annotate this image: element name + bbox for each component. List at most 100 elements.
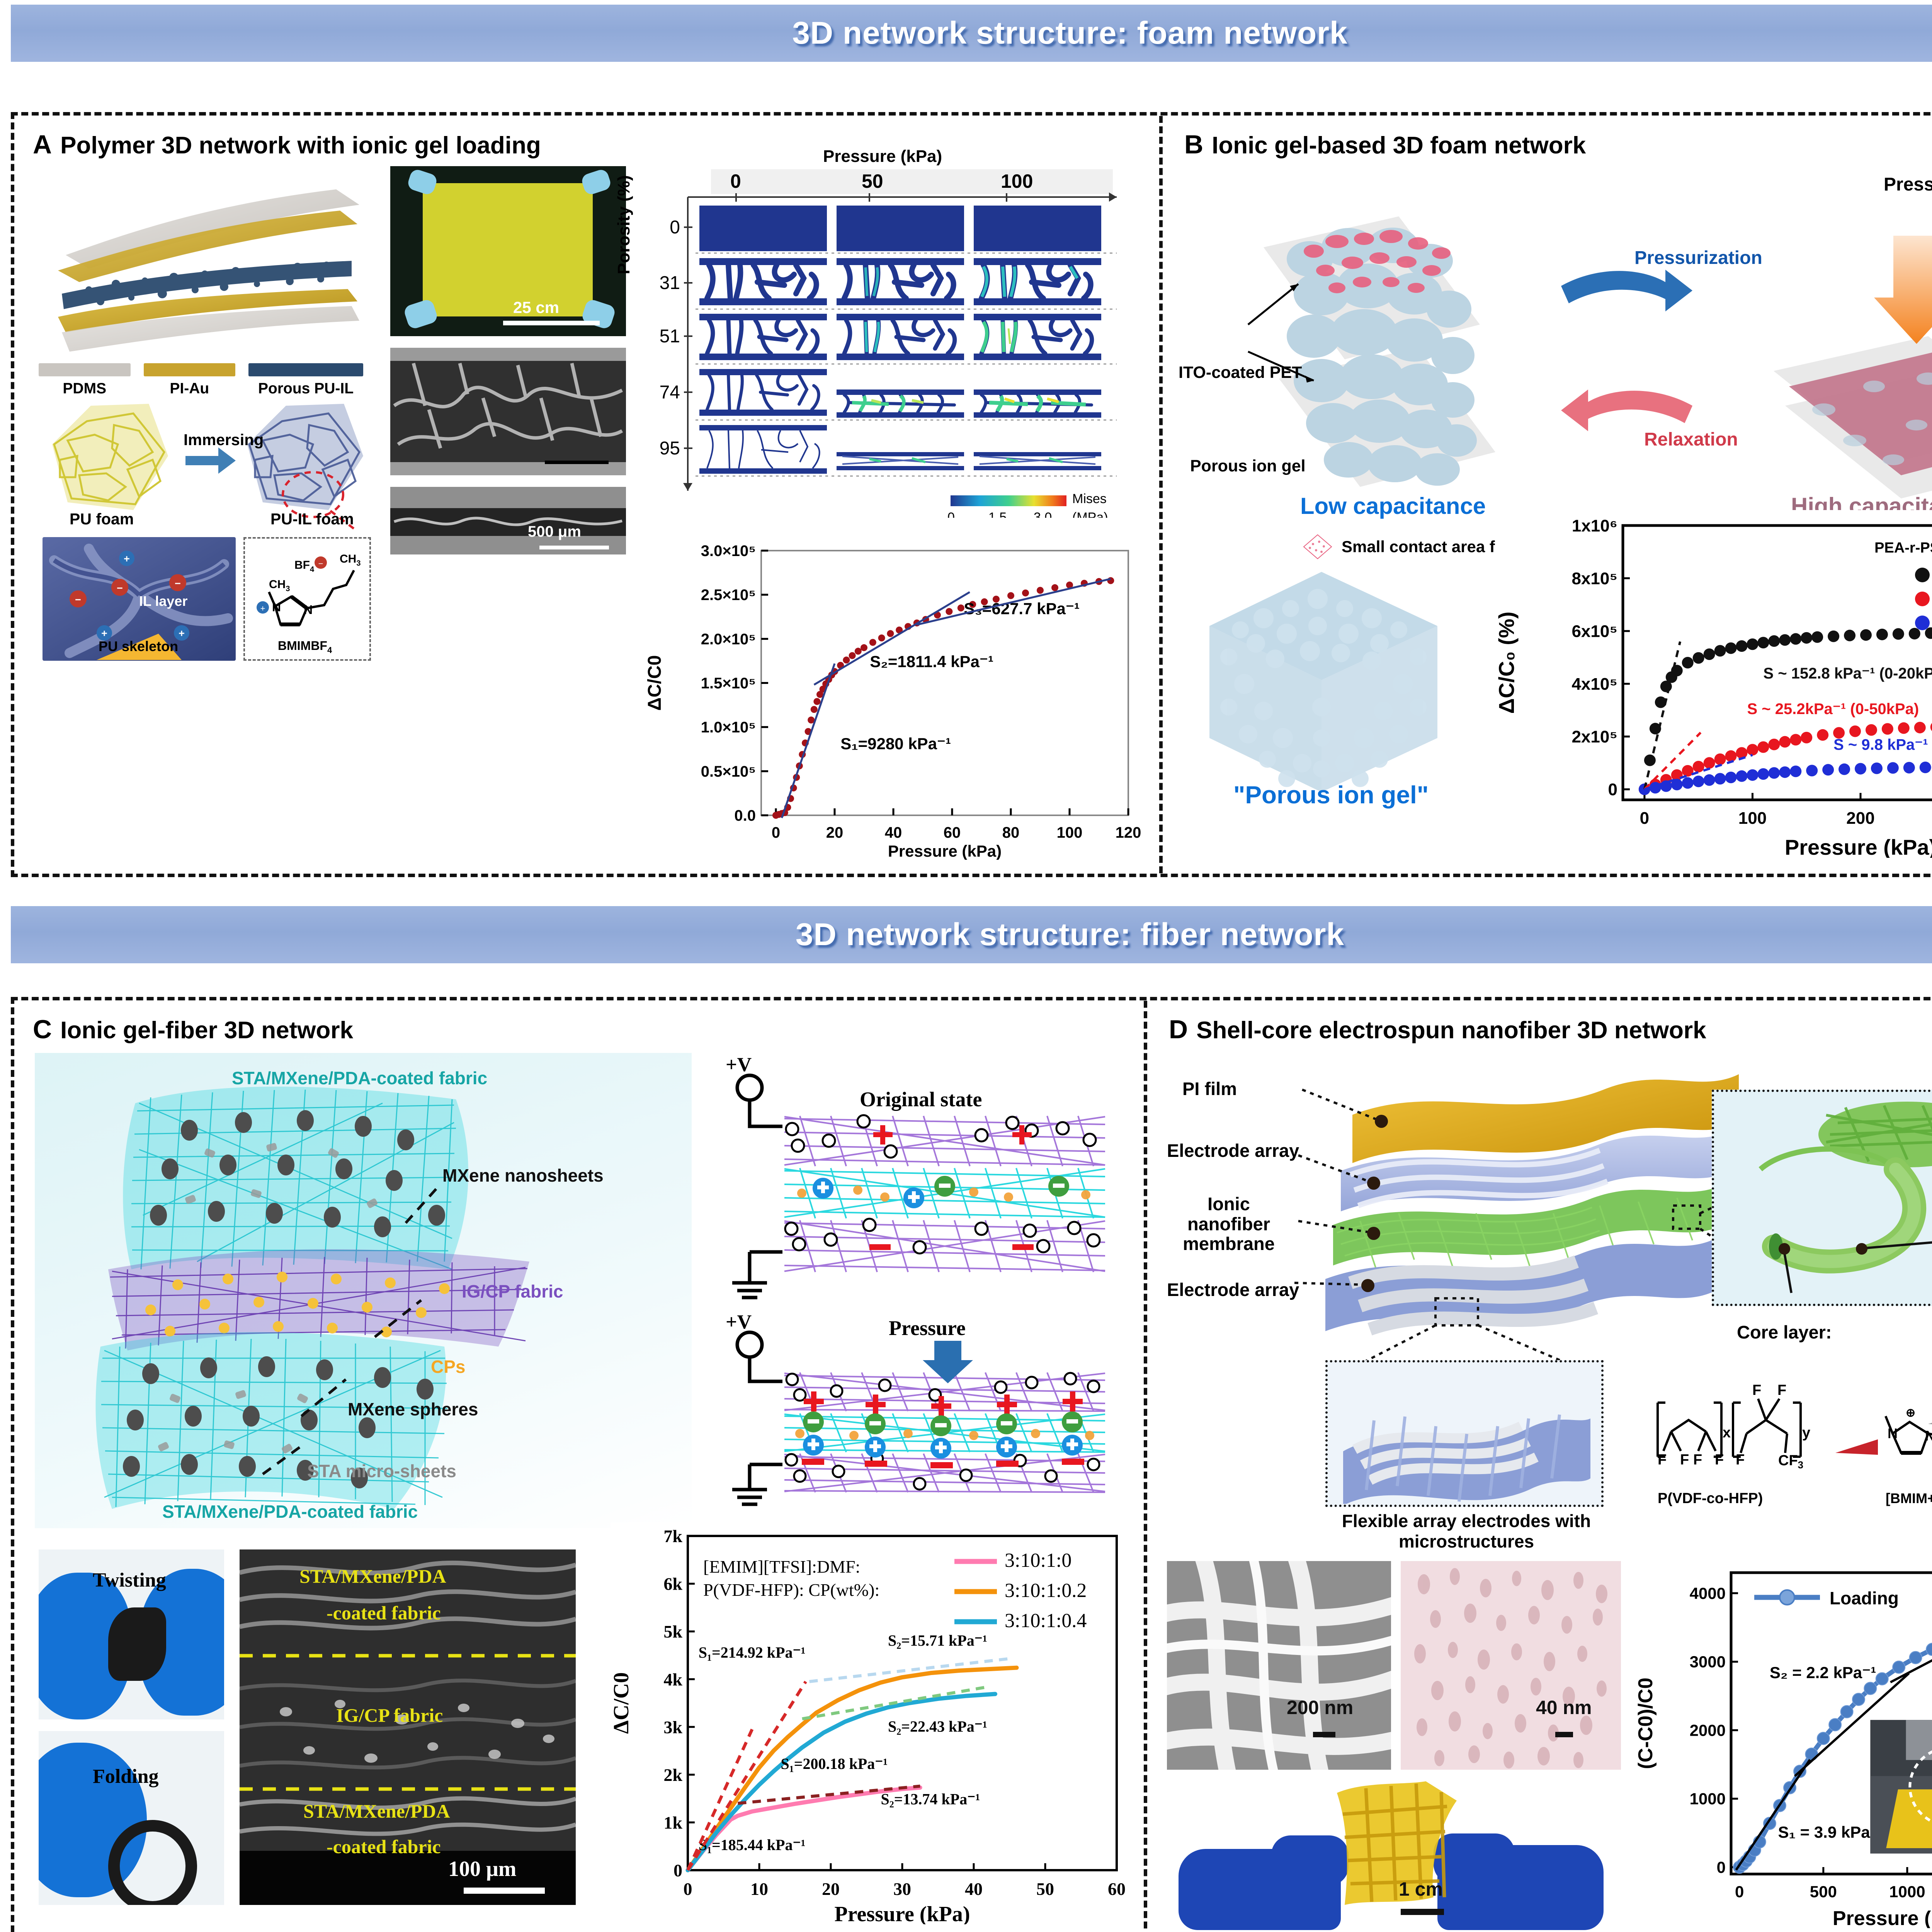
svg-text:2k: 2k: [663, 1765, 682, 1785]
svg-text:95: 95: [660, 438, 680, 459]
panel-d-array-inset: [1325, 1360, 1604, 1507]
svg-text:0: 0: [1735, 1883, 1744, 1901]
flexible-sensor-sheet: [1337, 1781, 1457, 1905]
svg-text:F: F: [1752, 1382, 1761, 1398]
electrode-array-bottom-label: Electrode array: [1167, 1279, 1299, 1300]
panel-c: C Ionic gel-fiber 3D network: [23, 1009, 1136, 1932]
sem-fiber-graphic: [1167, 1561, 1391, 1770]
svg-text:3:10:1:0.2: 3:10:1:0.2: [1005, 1580, 1087, 1602]
svg-text:0: 0: [1640, 809, 1649, 828]
svg-text:+: +: [101, 628, 107, 639]
svg-text:−: −: [318, 559, 323, 568]
svg-text:30: 30: [893, 1879, 911, 1899]
panel-d-sem-fiber: 200 nm: [1167, 1561, 1391, 1770]
photo-d-scalebar: [1401, 1909, 1444, 1915]
legend-label-piau: PI-Au: [170, 380, 209, 397]
svg-text:31: 31: [660, 273, 680, 293]
svg-text:x: x: [1723, 1425, 1731, 1441]
sim-x-tick-50: 50: [862, 170, 883, 192]
svg-text:+: +: [179, 628, 185, 639]
section1-divider: [1159, 116, 1163, 873]
pressure-state-stack: [782, 1341, 1107, 1493]
panel-d-device-stack: [1294, 1074, 1759, 1365]
sta-mxene-pda-top-label: STA/MXene/PDA-coated fabric: [232, 1068, 488, 1088]
porous-ion-gel-cube: [1209, 572, 1437, 792]
sem-fiber-scalebar-label: 200 nm: [1287, 1697, 1354, 1718]
svg-text:40: 40: [965, 1879, 983, 1899]
svg-text:−: −: [117, 582, 123, 594]
svg-text:3.0×10⁵: 3.0×10⁵: [701, 543, 756, 560]
svg-text:F: F: [1777, 1382, 1786, 1398]
panel-c-sem-graphic: [240, 1549, 576, 1905]
svg-text:S ~ 152.8 kPa⁻¹ (0-20kPa): S ~ 152.8 kPa⁻¹ (0-20kPa): [1763, 665, 1932, 682]
panel-c-heading: C Ionic gel-fiber 3D network: [33, 1014, 353, 1044]
svg-text:0: 0: [684, 1879, 692, 1899]
svg-text:⊕: ⊕: [1906, 1406, 1915, 1419]
array-inset-caption: Flexible array electrodes with microstru…: [1342, 1511, 1591, 1551]
sem-pore-scalebar: [1555, 1732, 1573, 1737]
panel-d-heading: D Shell-core electrospun nanofiber 3D net…: [1169, 1014, 1706, 1044]
sem-pore-graphic: [1401, 1561, 1621, 1770]
svg-text:Loading: Loading: [1830, 1588, 1899, 1608]
banner-fiber-title: 3D network structure: fiber network: [795, 917, 1345, 952]
small-edl-swatch: [1303, 534, 1332, 560]
svg-text:PEA-r-PS-r-PDVB : [EMI][TFSI]: PEA-r-PS-r-PDVB : [EMI][TFSI]: [1874, 540, 1932, 556]
sem-bottom-scalebar-label: 500 μm: [528, 523, 581, 540]
svg-text:N: N: [1888, 1425, 1898, 1441]
sta-micro-sheets-label: STA micro-sheets: [307, 1461, 456, 1481]
svg-text:CH3: CH3: [269, 578, 290, 593]
panel-d-photo-flexible: 1 cm: [1167, 1777, 1623, 1932]
relaxation-arrow: [1561, 389, 1692, 431]
panel-a-sem-bottom: 500 μm: [390, 487, 626, 554]
svg-text:40: 40: [885, 824, 902, 841]
svg-text:F: F: [1658, 1452, 1667, 1468]
panel-a-foam-conversion: [52, 404, 363, 529]
svg-text:4k: 4k: [663, 1670, 682, 1689]
sim-grid-graphic: 0 31 51 74 95: [660, 192, 1117, 518]
svg-text:S₁=9280 kPa⁻¹: S₁=9280 kPa⁻¹: [840, 735, 951, 753]
svg-text:0: 0: [772, 824, 780, 841]
svg-text:6x10⁵: 6x10⁵: [1571, 622, 1617, 641]
svg-text:1x10⁶: 1x10⁶: [1572, 516, 1617, 535]
panel-b-letter: B: [1184, 130, 1204, 159]
pu-foam-graphic: [52, 404, 168, 510]
svg-text:S₂=13.74 kPa⁻¹: S₂=13.74 kPa⁻¹: [881, 1790, 980, 1808]
chart-a-svg: 0 20 40 60 80 100 120 0.0 0.5×10⁵ 1.0×10⁵ 1.5×10⁵ 2…: [645, 543, 1141, 860]
shell-core-fiber-graphic: [1759, 1102, 1932, 1293]
svg-text:−: −: [75, 594, 81, 605]
svg-text:S ~ 9.8 kPa⁻¹ (0-60kPa): S ~ 9.8 kPa⁻¹ (0-60kPa): [1833, 736, 1932, 753]
svg-text:0.0: 0.0: [734, 807, 756, 824]
panel-a-letter: A: [33, 130, 52, 159]
high-cap-structure: [1774, 236, 1932, 498]
pressurization-arrow: [1561, 270, 1692, 311]
svg-text:(C-C0)/C0: (C-C0)/C0: [1634, 1678, 1657, 1769]
voltage-label-top: +V: [726, 1054, 752, 1076]
cps-label: CPs: [431, 1357, 466, 1377]
banner-foam-title: 3D network structure: foam network: [792, 15, 1348, 51]
pressure-label-b: Pressure: [1884, 174, 1932, 195]
sem-top-graphic: [390, 348, 626, 475]
film-sheet: [423, 183, 593, 316]
svg-text:Pressure (kPa): Pressure (kPa): [888, 842, 1002, 860]
ito-coated-pet-label: ITO-coated PET: [1179, 363, 1302, 382]
pi-film-label: PI film: [1182, 1078, 1237, 1099]
panel-a-film-photo: 25 cm: [390, 166, 626, 336]
chart-a: 0 20 40 60 80 100 120 0.0 0.5×10⁵ 1.0×10⁵ 1.5×10⁵ 2…: [645, 539, 1144, 860]
photo-scalebar: [503, 321, 600, 325]
array-electrodes-graphic: [1343, 1414, 1590, 1504]
svg-text:7k: 7k: [663, 1526, 682, 1546]
original-state-label: Original state: [860, 1088, 982, 1111]
banner-fiber-network: 3D network structure: fiber network: [11, 906, 1932, 963]
legend-swatch-porous: [248, 363, 363, 376]
svg-text:3:10:1:0.4: 3:10:1:0.4: [1005, 1610, 1087, 1632]
sem-c-label-mid: IG/CP fabric: [336, 1704, 443, 1726]
svg-text:1.0×10⁵: 1.0×10⁵: [701, 719, 756, 736]
svg-text:6k: 6k: [663, 1574, 682, 1594]
core-layer-label: Core layer:: [1737, 1322, 1832, 1342]
porous-ion-gel-label: Porous ion gel: [1190, 457, 1306, 475]
mxene-spheres-label: MXene spheres: [348, 1399, 478, 1419]
sim-x-tick-100: 100: [1001, 170, 1033, 192]
panel-c-sem: STA/MXene/PDA -coated fabric IG/CP fabri…: [240, 1549, 576, 1905]
il-layer-label: IL layer: [139, 593, 188, 609]
low-cap-structure: [1247, 216, 1495, 487]
